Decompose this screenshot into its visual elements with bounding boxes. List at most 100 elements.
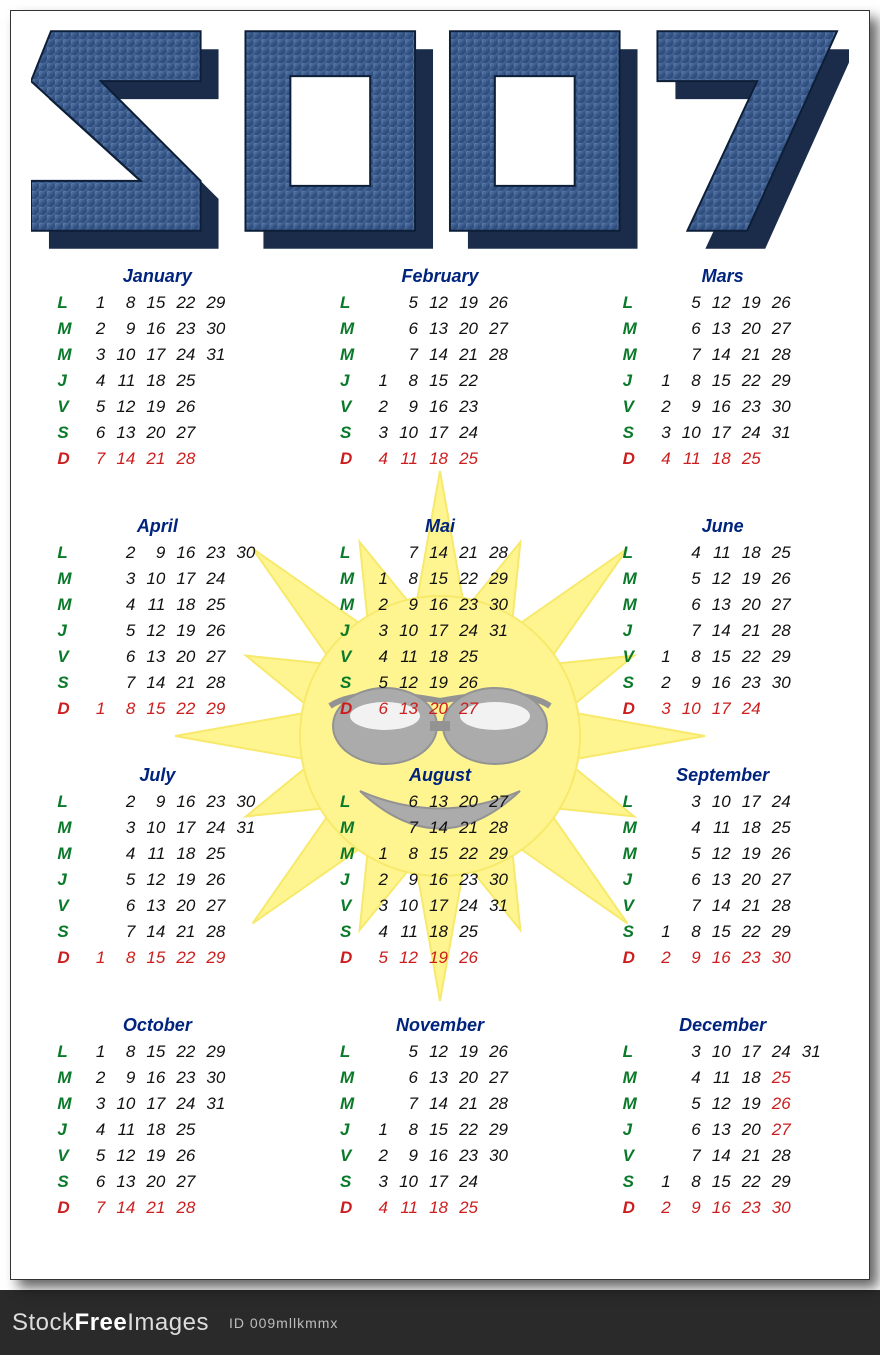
day-cell: 10 xyxy=(675,423,705,449)
day-cell: 23 xyxy=(452,397,482,423)
dow-label: D xyxy=(621,948,645,974)
day-cell: 2 xyxy=(645,673,675,699)
month-september: SeptemberL3101724M4111825M5121926J613202… xyxy=(596,765,849,997)
day-cell: 12 xyxy=(705,844,735,870)
day-cell: 13 xyxy=(422,319,452,345)
day-cell: 14 xyxy=(109,449,139,475)
day-cell xyxy=(229,870,259,896)
day-cell: 18 xyxy=(169,595,199,621)
day-cell xyxy=(795,371,825,397)
day-cell xyxy=(362,1094,392,1120)
day-cell xyxy=(229,595,259,621)
dow-label: M xyxy=(621,1094,645,1120)
day-cell xyxy=(512,1094,542,1120)
day-cell: 3 xyxy=(645,423,675,449)
day-cell: 26 xyxy=(482,1042,512,1068)
day-cell: 24 xyxy=(169,1094,199,1120)
day-cell xyxy=(512,699,542,725)
day-cell: 28 xyxy=(169,1198,199,1224)
day-cell: 2 xyxy=(645,1198,675,1224)
day-cell: 10 xyxy=(705,1042,735,1068)
day-cell: 27 xyxy=(765,870,795,896)
day-cell: 2 xyxy=(362,1146,392,1172)
day-cell: 1 xyxy=(645,1172,675,1198)
day-cell: 20 xyxy=(169,896,199,922)
day-cell xyxy=(512,423,542,449)
dow-label: J xyxy=(55,621,79,647)
day-cell: 22 xyxy=(169,1042,199,1068)
day-cell: 11 xyxy=(675,449,705,475)
day-cell: 17 xyxy=(705,423,735,449)
day-cell xyxy=(645,543,675,569)
day-cell: 24 xyxy=(765,792,795,818)
day-cell: 23 xyxy=(169,319,199,345)
day-cell: 9 xyxy=(392,870,422,896)
day-cell: 27 xyxy=(482,792,512,818)
dow-label: M xyxy=(338,1094,362,1120)
day-cell xyxy=(79,792,109,818)
day-cell: 26 xyxy=(199,621,229,647)
day-cell: 6 xyxy=(675,595,705,621)
day-cell: 5 xyxy=(109,621,139,647)
dow-label: V xyxy=(55,397,79,423)
day-cell: 30 xyxy=(229,543,259,569)
day-cell: 16 xyxy=(422,397,452,423)
day-cell: 31 xyxy=(482,621,512,647)
day-cell: 7 xyxy=(79,449,109,475)
day-cell: 25 xyxy=(169,371,199,397)
month-title: February xyxy=(401,266,478,287)
year-header xyxy=(31,21,849,256)
day-cell: 16 xyxy=(705,397,735,423)
day-cell: 26 xyxy=(765,293,795,319)
day-cell xyxy=(795,397,825,423)
day-cell: 23 xyxy=(452,870,482,896)
day-cell: 29 xyxy=(199,1042,229,1068)
day-cell: 19 xyxy=(139,397,169,423)
day-cell: 20 xyxy=(735,319,765,345)
day-cell xyxy=(482,397,512,423)
image-id: ID 009mllkmmx xyxy=(229,1315,338,1331)
month-title: Mars xyxy=(702,266,744,287)
day-cell: 8 xyxy=(675,1172,705,1198)
day-cell: 21 xyxy=(139,1198,169,1224)
day-cell xyxy=(795,792,825,818)
day-cell: 30 xyxy=(482,870,512,896)
day-cell: 4 xyxy=(362,1198,392,1224)
day-cell: 6 xyxy=(675,870,705,896)
day-cell: 6 xyxy=(79,423,109,449)
day-cell: 26 xyxy=(199,870,229,896)
day-cell: 19 xyxy=(422,948,452,974)
month-title: June xyxy=(702,516,744,537)
month-january: JanuaryL18152229M29162330M310172431J4111… xyxy=(31,266,284,498)
day-cell: 11 xyxy=(392,449,422,475)
day-cell: 7 xyxy=(675,621,705,647)
day-cell: 12 xyxy=(422,1042,452,1068)
day-cell: 20 xyxy=(452,319,482,345)
month-table: L5121926M6132027M7142128J18152229V291623… xyxy=(338,1042,542,1224)
day-cell xyxy=(645,621,675,647)
day-cell: 17 xyxy=(139,345,169,371)
day-cell: 25 xyxy=(735,449,765,475)
month-december: DecemberL310172431M4111825M5121926J61320… xyxy=(596,1015,849,1247)
day-cell: 9 xyxy=(392,595,422,621)
day-cell: 21 xyxy=(735,896,765,922)
day-cell: 3 xyxy=(79,345,109,371)
day-cell xyxy=(512,371,542,397)
day-cell: 24 xyxy=(452,896,482,922)
day-cell: 27 xyxy=(169,1172,199,1198)
day-cell: 4 xyxy=(675,543,705,569)
dow-label: M xyxy=(55,1094,79,1120)
year-3d-text xyxy=(31,21,849,251)
day-cell: 9 xyxy=(109,319,139,345)
dow-label: L xyxy=(55,293,79,319)
day-cell: 2 xyxy=(109,792,139,818)
day-cell: 25 xyxy=(452,449,482,475)
day-cell: 25 xyxy=(452,647,482,673)
dow-label: J xyxy=(621,621,645,647)
day-cell: 16 xyxy=(705,948,735,974)
day-cell: 30 xyxy=(765,397,795,423)
day-cell: 14 xyxy=(109,1198,139,1224)
day-cell: 25 xyxy=(199,844,229,870)
day-cell xyxy=(795,948,825,974)
day-cell: 6 xyxy=(392,319,422,345)
